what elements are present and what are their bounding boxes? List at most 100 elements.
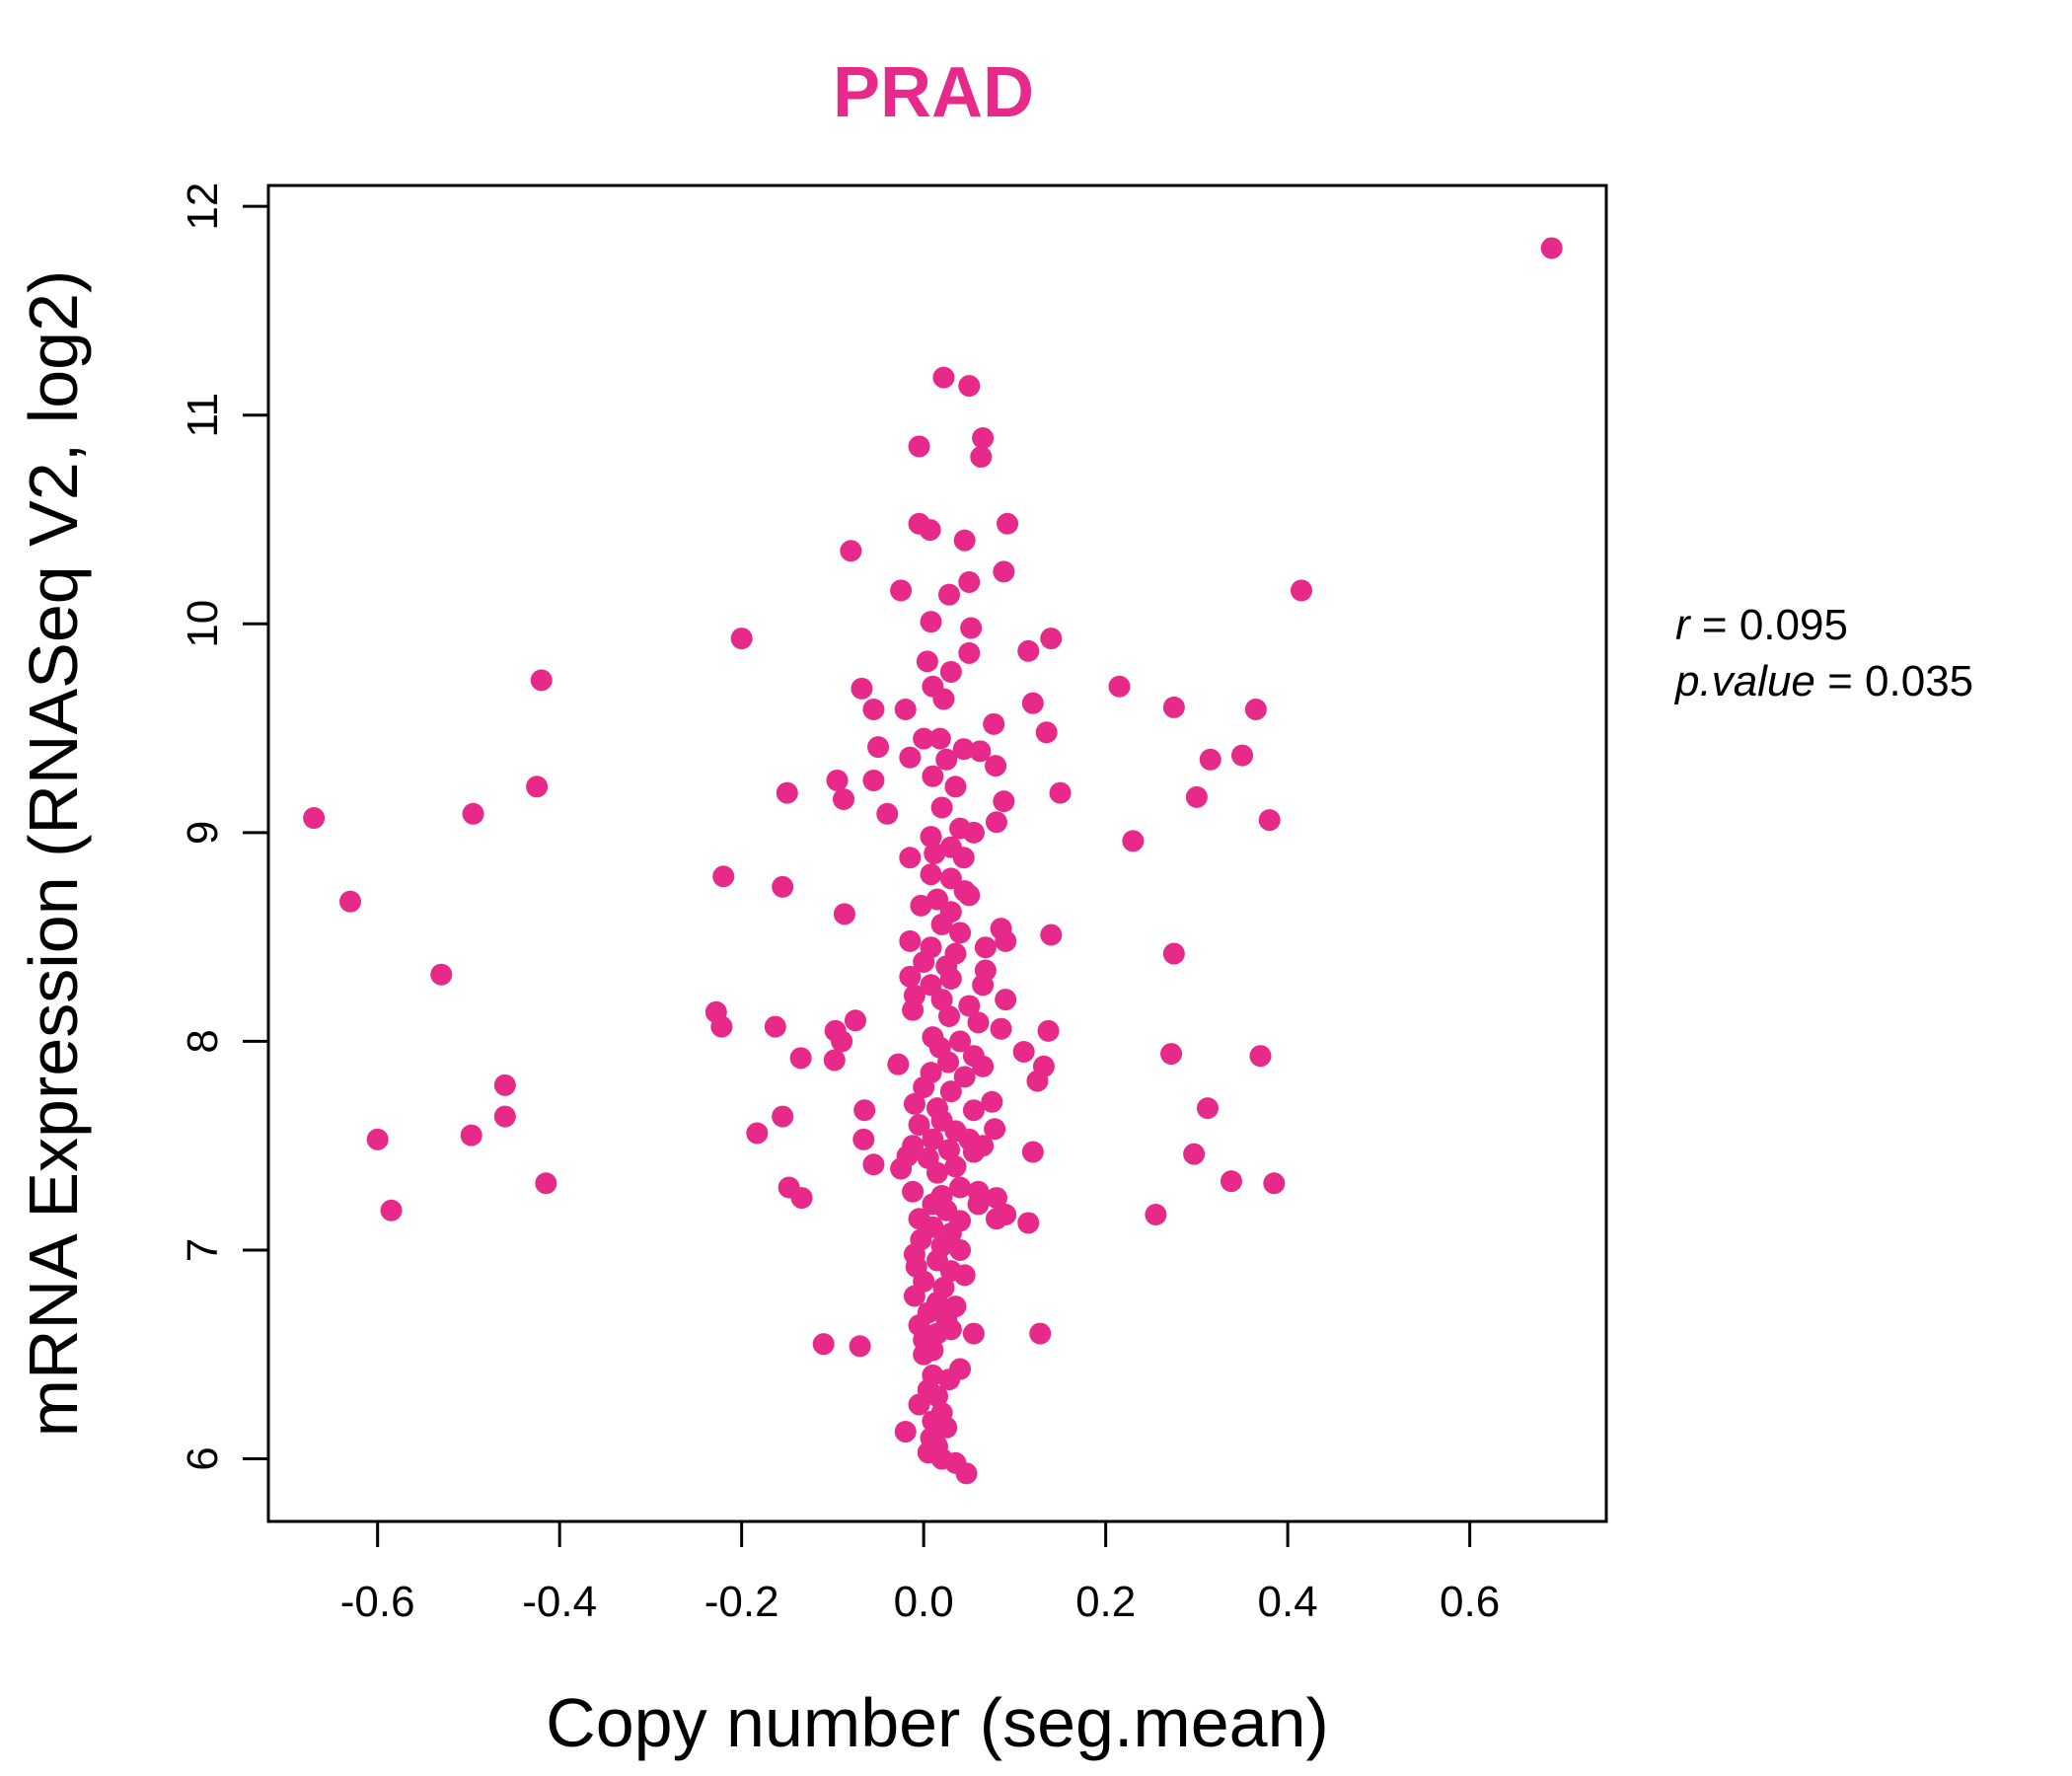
data-point [730,628,753,650]
data-point [790,1187,813,1210]
x-tick-label: -0.4 [522,1578,597,1626]
x-tick-label: -0.6 [340,1578,415,1626]
data-point [894,699,917,721]
data-point [930,796,953,819]
data-point [981,1090,1003,1113]
data-point [710,1015,733,1038]
data-point [993,790,1015,813]
data-point [1183,1143,1206,1165]
data-point [990,1017,1012,1040]
data-point [826,769,849,791]
data-point [862,699,885,721]
data-point [772,875,794,898]
data-point [853,1099,876,1122]
x-tick-label: 0.4 [1258,1578,1318,1626]
data-point [1012,1040,1035,1063]
data-point [974,936,997,959]
data-point [937,1051,960,1073]
data-point [937,1139,960,1161]
data-point [944,776,967,798]
data-point [526,776,549,798]
data-point [493,1073,516,1096]
data-point [958,641,981,664]
data-point [833,903,855,925]
data-point [967,1011,990,1034]
data-point [939,1080,962,1103]
data-point [899,929,922,952]
data-point [972,974,995,997]
data-point [937,1369,960,1391]
data-point [903,1092,925,1115]
stats-annotation: r = 0.095 p.value = 0.035 [1673,601,1973,705]
data-point [1160,1043,1183,1066]
data-point [1263,1172,1286,1195]
data-point [1185,785,1208,808]
data-point [1145,1204,1167,1226]
data-point [949,1238,972,1261]
data-point [823,1049,846,1072]
data-point [1199,748,1221,771]
x-tick-label: 0.2 [1075,1578,1136,1626]
y-axis: 6 7 8 9 10 11 12 [179,183,268,1471]
y-tick-label: 8 [179,1029,227,1053]
data-point [852,1128,875,1150]
data-point [1258,809,1281,832]
data-point [935,1416,958,1439]
data-point [876,802,899,825]
data-point [1017,639,1040,662]
data-point [944,1155,967,1178]
data-point [958,884,981,907]
x-axis: -0.6 -0.4 -0.2 0.0 0.2 0.4 0.6 [340,1521,1500,1626]
y-tick-label: 6 [179,1446,227,1470]
data-point [967,1193,990,1216]
data-point [902,1180,925,1203]
data-point [958,995,981,1017]
data-point [960,617,983,639]
data-point [772,1105,794,1128]
data-point [1290,579,1312,602]
data-point [844,1009,866,1032]
data-point [832,787,854,810]
data-point [985,1208,1007,1230]
p-label: p.value [1673,657,1815,705]
data-point [995,929,1017,952]
data-point [1040,924,1063,946]
data-point [712,865,735,888]
data-point [1049,781,1072,804]
data-point [916,650,938,673]
p-value: 0.035 [1865,657,1973,705]
data-point [919,519,941,542]
data-point [939,867,962,890]
data-point [764,1015,786,1038]
data-point [955,1462,978,1485]
data-point [932,688,955,710]
data-point [962,1099,985,1122]
data-point [890,579,913,602]
x-tick-label: 0.6 [1440,1578,1500,1626]
data-point [930,913,953,935]
data-point [958,570,981,593]
data-point [1029,1322,1052,1345]
data-point [530,669,553,692]
data-point [932,366,955,389]
data-point [972,1055,995,1077]
data-point [1040,628,1063,650]
data-point [908,1114,930,1137]
data-point [937,583,960,606]
data-point [339,890,362,913]
data-point [962,821,985,844]
data-point [1037,1019,1060,1042]
data-point [913,1075,935,1098]
data-point [1249,1045,1272,1068]
data-point [462,802,484,825]
data-point [913,1343,935,1366]
r-value: 0.095 [1739,601,1848,649]
data-point [851,677,873,700]
data-point [812,1333,835,1356]
data-point [380,1199,403,1221]
data-point [922,1128,944,1150]
x-tick-label: 0.0 [894,1578,954,1626]
data-point [430,963,453,986]
data-point [983,712,1005,735]
